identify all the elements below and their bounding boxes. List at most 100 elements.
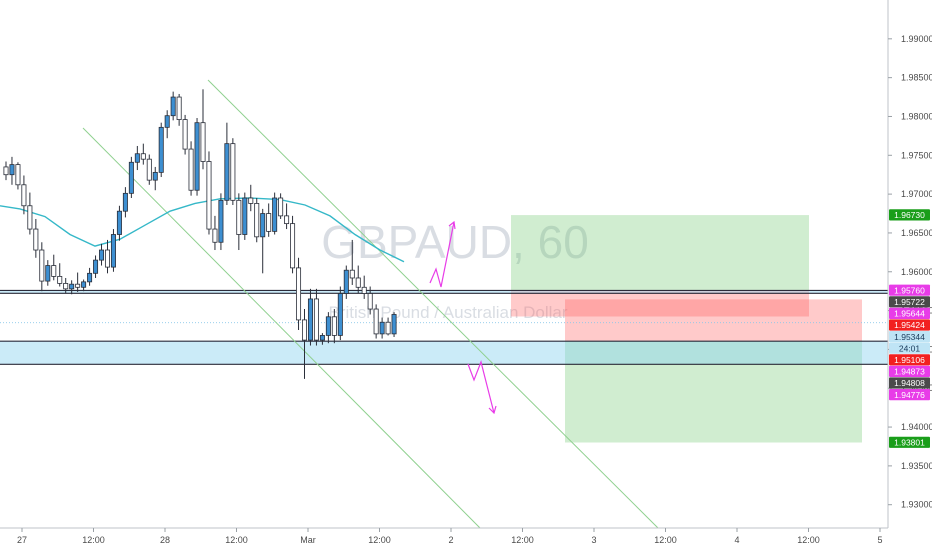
descending-channel: [82, 79, 659, 529]
candle: [385, 317, 391, 336]
candle: [248, 184, 254, 212]
candle: [158, 122, 164, 178]
price-tag: 1.95644: [889, 307, 930, 319]
candle: [3, 161, 9, 181]
path-arrows: [429, 220, 497, 415]
candle: [260, 208, 266, 274]
price-tick-label: 1.97500: [901, 150, 932, 160]
support-band: [0, 341, 888, 365]
candle: [224, 122, 230, 205]
time-tick-label: 12:00: [82, 535, 105, 545]
price-tick-label: 1.94000: [901, 422, 932, 432]
time-tick-label: 27: [17, 535, 27, 545]
candle: [379, 317, 385, 339]
candle: [266, 203, 272, 237]
price-tag-label: 1.95424: [894, 320, 925, 330]
candle: [242, 192, 248, 240]
candle: [290, 215, 296, 274]
price-tag: 1.93801: [889, 436, 930, 448]
candle: [355, 265, 361, 294]
price-tag-label: 1.95644: [894, 309, 925, 319]
candle: [212, 215, 218, 251]
time-tick-label: 2: [448, 535, 453, 545]
candle: [146, 154, 152, 185]
price-tag: 1.95424: [889, 319, 930, 331]
price-tag: 1.94873: [889, 365, 930, 377]
candle: [164, 110, 170, 139]
channel-lower-line: [82, 127, 481, 529]
candle: [176, 93, 182, 126]
price-tag: 1.95722: [889, 296, 930, 308]
price-tag: 1.94776: [889, 389, 930, 401]
time-tick-label: 12:00: [654, 535, 677, 545]
candle: [87, 267, 93, 286]
candle: [325, 312, 331, 344]
price-tag-label: 1.95760: [894, 285, 925, 295]
candle: [349, 239, 355, 285]
candle: [206, 151, 212, 235]
time-tick-label: 12:00: [225, 535, 248, 545]
ma-line: [0, 197, 405, 263]
time-tick-label: 4: [734, 535, 739, 545]
candlesticks: [3, 89, 397, 379]
candle: [337, 286, 343, 341]
candle: [9, 156, 15, 185]
candle: [21, 175, 27, 215]
short-target-zone: [565, 341, 862, 443]
price-tag-label: 1.93801: [894, 438, 925, 448]
candle: [45, 260, 51, 286]
candle: [63, 277, 69, 294]
candle: [134, 145, 140, 171]
price-tick-label: 1.99000: [901, 34, 932, 44]
candle: [307, 288, 313, 346]
time-tick-label: 3: [591, 535, 596, 545]
candle: [272, 192, 278, 235]
short-stop-zone: [565, 299, 862, 342]
resistance-band: [0, 290, 888, 294]
candle: [99, 243, 105, 266]
candle: [391, 312, 397, 337]
watermark-description: British Pound / Australian Dollar: [328, 303, 567, 322]
candle: [116, 205, 122, 241]
candle: [313, 288, 319, 346]
price-tick-label: 1.96500: [901, 228, 932, 238]
price-tag: 1.95760: [889, 284, 930, 296]
candle: [236, 193, 242, 251]
time-tick-label: 12:00: [797, 535, 820, 545]
up-path-arrow: [429, 221, 455, 288]
price-tag: 1.94808: [889, 377, 930, 389]
long-stop-zone: [511, 290, 809, 317]
down-path-arrow: [467, 360, 495, 414]
candle: [200, 89, 206, 170]
price-tag: 1.95106: [889, 354, 930, 366]
candle: [27, 192, 33, 235]
price-tag-label: 1.94776: [894, 390, 925, 400]
price-tag-label: 1.94808: [894, 378, 925, 388]
time-tick-label: 12:00: [368, 535, 391, 545]
candle: [93, 255, 99, 278]
up-arrow-head: [448, 220, 456, 230]
time-tick-label: 5: [877, 535, 882, 545]
price-tag: 1.95344: [889, 331, 930, 343]
price-tag-label: 1.95344: [894, 332, 925, 342]
candle: [301, 309, 307, 379]
horizontal-levels: [0, 289, 888, 365]
price-tick-label: 1.98000: [901, 111, 932, 121]
candle: [373, 304, 379, 339]
candle: [343, 265, 349, 299]
moving-average: [0, 197, 405, 263]
candle: [182, 114, 188, 155]
candle: [152, 166, 158, 191]
price-tick-label: 1.97000: [901, 189, 932, 199]
time-axis-ticks: 27 12:00 28 12:00 Mar 12:00 2 12:00 3 12:00 4 12:00…: [17, 528, 883, 545]
candle: [110, 229, 116, 272]
candle: [319, 333, 325, 345]
candle: [331, 309, 337, 344]
price-tick-label: 1.93500: [901, 461, 932, 471]
price-tag: 24:01: [889, 342, 930, 354]
price-tag-label: 1.94873: [894, 367, 925, 377]
candle: [194, 118, 200, 196]
